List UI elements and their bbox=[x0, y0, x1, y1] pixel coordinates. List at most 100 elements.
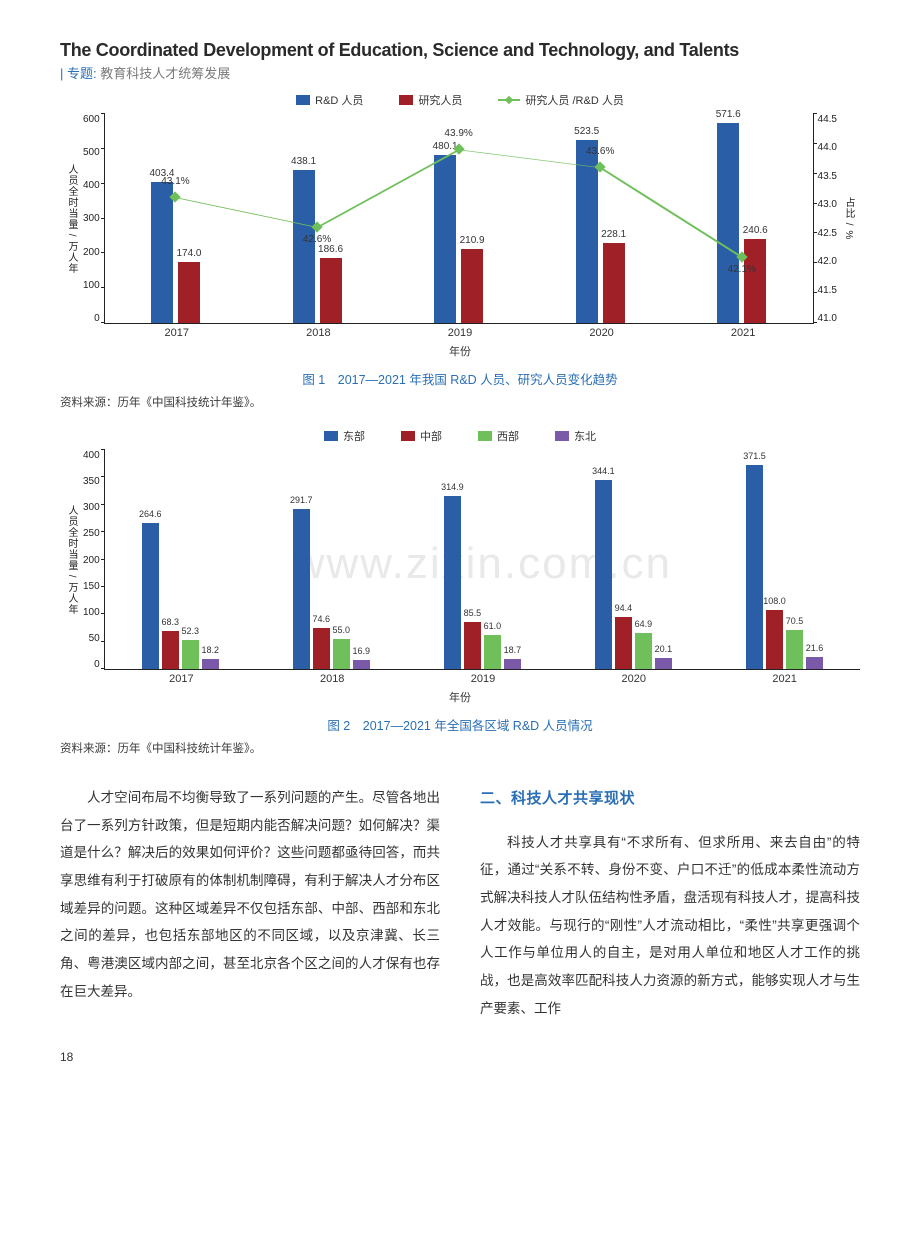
bar-group: 438.1 186.6 bbox=[246, 114, 388, 323]
y2-tick: 42.0 bbox=[818, 256, 837, 267]
chart1-legend: R&D 人员 研究人员 研究人员 /R&D 人员 bbox=[60, 92, 860, 108]
bar-label: 571.6 bbox=[716, 109, 741, 120]
bar-label: 21.6 bbox=[806, 643, 824, 653]
bar-label: 314.9 bbox=[441, 482, 464, 492]
bar-e: 291.7 bbox=[293, 509, 310, 669]
y-tick: 600 bbox=[83, 114, 100, 125]
bar-label: 16.9 bbox=[353, 646, 371, 656]
y-tick: 500 bbox=[83, 147, 100, 158]
x-tick: 2020 bbox=[531, 327, 673, 339]
bar-group: 291.774.655.016.9 bbox=[256, 450, 407, 669]
chart2-y-label: 人员全时当量 / 万人年 bbox=[60, 505, 83, 615]
bar-researcher: 210.9 bbox=[461, 249, 483, 323]
bar-c: 74.6 bbox=[313, 628, 330, 669]
col-left: 人才空间布局不均衡导致了一系列问题的产生。尽管各地出台了一系列方针政策，但是短期… bbox=[60, 784, 440, 1022]
x-tick: 2018 bbox=[248, 327, 390, 339]
line-label: 42.1% bbox=[728, 264, 756, 275]
bar-ne: 16.9 bbox=[353, 660, 370, 669]
bar-label: 210.9 bbox=[460, 235, 485, 246]
bar-researcher: 186.6 bbox=[320, 258, 342, 323]
bar-w: 52.3 bbox=[182, 640, 199, 669]
bar-label: 94.4 bbox=[615, 603, 633, 613]
bar-group: 344.194.464.920.1 bbox=[558, 450, 709, 669]
bar-label: 85.5 bbox=[464, 608, 482, 618]
bar-ne: 18.2 bbox=[202, 659, 219, 669]
bar-label: 264.6 bbox=[139, 509, 162, 519]
y-tick: 100 bbox=[83, 607, 100, 618]
y2-tick: 41.5 bbox=[818, 285, 837, 296]
y2-tick: 43.5 bbox=[818, 171, 837, 182]
bar-label: 344.1 bbox=[592, 466, 615, 476]
y-right-axis: 44.544.043.543.042.542.041.541.0 bbox=[814, 114, 837, 324]
y-tick: 250 bbox=[83, 528, 100, 539]
legend-swatch bbox=[555, 431, 569, 441]
para-1: 人才空间布局不均衡导致了一系列问题的产生。尽管各地出台了一系列方针政策，但是短期… bbox=[60, 784, 440, 1005]
bar-label: 20.1 bbox=[655, 644, 673, 654]
bar-label: 438.1 bbox=[291, 156, 316, 167]
page-number: 18 bbox=[60, 1050, 860, 1064]
y-tick: 300 bbox=[83, 213, 100, 224]
bar-label: 523.5 bbox=[574, 126, 599, 137]
bar-w: 55.0 bbox=[333, 639, 350, 669]
chart2-caption: 图 2 2017—2021 年全国各区域 R&D 人员情况 bbox=[60, 715, 860, 734]
y-tick: 400 bbox=[83, 450, 100, 461]
bar-ne: 21.6 bbox=[806, 657, 823, 669]
y-left-axis: 6005004003002001000 bbox=[83, 114, 104, 324]
bar-c: 108.0 bbox=[766, 610, 783, 669]
section-heading: 二、科技人才共享现状 bbox=[480, 784, 860, 815]
bar-label: 174.0 bbox=[176, 248, 201, 259]
bar-c: 68.3 bbox=[162, 631, 179, 669]
y-tick: 0 bbox=[94, 313, 100, 324]
legend-west: 西部 bbox=[478, 428, 519, 444]
y-tick: 150 bbox=[83, 581, 100, 592]
y2-tick: 44.5 bbox=[818, 114, 837, 125]
bar-group: 571.6240.6 bbox=[671, 114, 813, 323]
bar-label: 64.9 bbox=[635, 619, 653, 629]
legend-s1: R&D 人员 bbox=[296, 92, 363, 108]
chart2-x-label: 年份 bbox=[60, 689, 860, 705]
chart1-x-ticks: 20172018201920202021 bbox=[106, 327, 814, 339]
bar-rd: 480.1 bbox=[434, 155, 456, 323]
bar-group: 314.985.561.018.7 bbox=[407, 450, 558, 669]
legend-s2: 研究人员 bbox=[399, 92, 462, 108]
chart2-source: 资料来源：历年《中国科技统计年鉴》。 bbox=[60, 740, 860, 756]
title-zh: | 专题: 教育科技人才统筹发展 bbox=[60, 63, 860, 82]
bar-label: 18.2 bbox=[201, 645, 219, 655]
bar-rd: 403.4 bbox=[151, 182, 173, 323]
page-header: The Coordinated Development of Education… bbox=[60, 40, 860, 82]
legend-swatch bbox=[401, 431, 415, 441]
chart2-plot: www.zixin.com.cn 264.668.352.318.2291.77… bbox=[104, 450, 860, 670]
bar-e: 371.5 bbox=[746, 465, 763, 669]
y-tick: 0 bbox=[94, 659, 100, 670]
bar-label: 68.3 bbox=[161, 617, 179, 627]
y-tick: 400 bbox=[83, 180, 100, 191]
line-label: 42.6% bbox=[303, 234, 331, 245]
bar-w: 64.9 bbox=[635, 633, 652, 669]
legend-east: 东部 bbox=[324, 428, 365, 444]
body-columns: 人才空间布局不均衡导致了一系列问题的产生。尽管各地出台了一系列方针政策，但是短期… bbox=[60, 784, 860, 1022]
chart2-x-ticks: 20172018201920202021 bbox=[106, 673, 860, 685]
bar-e: 264.6 bbox=[142, 523, 159, 669]
y-tick: 300 bbox=[83, 502, 100, 513]
x-tick: 2021 bbox=[672, 327, 814, 339]
chart1-plot: 403.4174.0438.1186.6480.1210.9523.5228.1… bbox=[104, 114, 814, 324]
line-label: 43.1% bbox=[161, 176, 189, 187]
y2-tick: 42.5 bbox=[818, 228, 837, 239]
y2-tick: 41.0 bbox=[818, 313, 837, 324]
x-tick: 2020 bbox=[558, 673, 709, 685]
bar-label: 52.3 bbox=[181, 626, 199, 636]
chart1-caption: 图 1 2017—2021 年我国 R&D 人员、研究人员变化趋势 bbox=[60, 369, 860, 388]
x-tick: 2019 bbox=[408, 673, 559, 685]
y2-tick: 43.0 bbox=[818, 199, 837, 210]
legend-northeast: 东北 bbox=[555, 428, 596, 444]
col-right: 二、科技人才共享现状 科技人才共享具有“不求所有、但求所用、来去自由”的特征，通… bbox=[480, 784, 860, 1022]
bar-c: 85.5 bbox=[464, 622, 481, 669]
bar-label: 108.0 bbox=[763, 596, 786, 606]
title-prefix: | 专题: bbox=[60, 66, 97, 81]
legend-central: 中部 bbox=[401, 428, 442, 444]
y-right-label: 占比 / % bbox=[837, 197, 860, 240]
legend-swatch bbox=[296, 95, 310, 105]
y-tick: 200 bbox=[83, 247, 100, 258]
line-label: 43.6% bbox=[586, 146, 614, 157]
bar-label: 61.0 bbox=[484, 621, 502, 631]
